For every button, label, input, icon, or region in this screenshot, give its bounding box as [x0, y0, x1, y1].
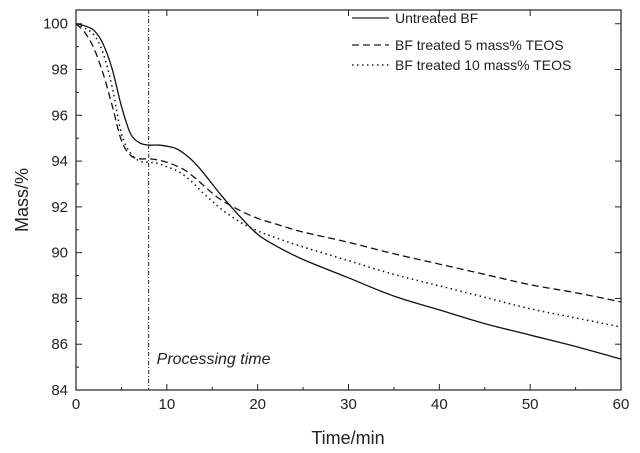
x-tick-label: 30: [340, 396, 357, 413]
axis-ticks: 0 10 20 30 40 50 60 84 86 88 90 92 94 96 98 100: [43, 10, 629, 413]
y-tick-label: 96: [51, 107, 68, 124]
x-axis-title: Time/min: [311, 428, 384, 448]
series-untreated-bf: [75, 23, 622, 360]
x-tick-label: 60: [613, 396, 630, 413]
legend: Untreated BF BF treated 5 mass% TEOS BF …: [352, 10, 571, 73]
series-10-mass-teos: [75, 23, 622, 328]
legend-label-10-teos: BF treated 10 mass% TEOS: [395, 57, 571, 73]
x-tick-label: 10: [158, 396, 175, 413]
y-tick-label: 88: [51, 290, 68, 307]
series-layer: [75, 23, 622, 360]
y-tick-label: 86: [51, 336, 68, 353]
y-tick-label: 84: [51, 382, 68, 399]
y-tick-label: 90: [51, 245, 68, 262]
y-tick-label: 98: [51, 62, 68, 79]
x-tick-label: 20: [249, 396, 266, 413]
x-tick-label: 50: [522, 396, 539, 413]
y-axis-title: Mass/%: [12, 168, 32, 232]
x-tick-label: 40: [431, 396, 448, 413]
processing-time-label: Processing time: [157, 351, 271, 368]
legend-label-5-teos: BF treated 5 mass% TEOS: [395, 37, 564, 53]
series-5-mass-teos: [75, 23, 622, 303]
x-tick-label: 0: [72, 396, 80, 413]
plot-area: [75, 9, 622, 391]
y-tick-label: 94: [51, 153, 68, 170]
legend-label-untreated: Untreated BF: [395, 10, 478, 26]
y-tick-label: 100: [43, 16, 68, 33]
y-tick-label: 92: [51, 199, 68, 216]
